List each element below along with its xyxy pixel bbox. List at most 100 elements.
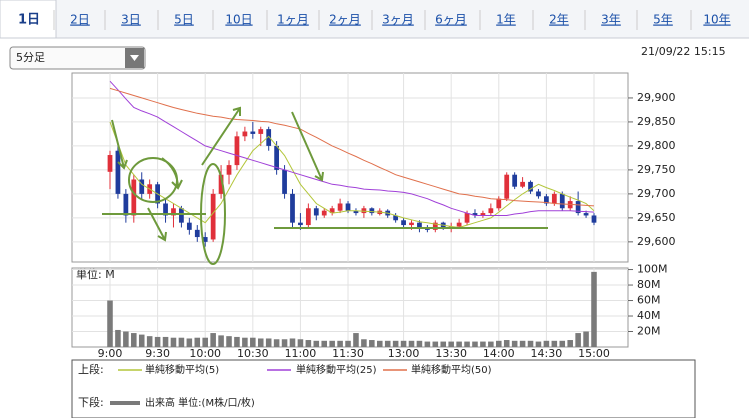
- y-tick-label: 20M: [637, 325, 661, 338]
- candle-body: [242, 131, 248, 137]
- candle-body: [298, 222, 303, 226]
- volume-panel: [71, 267, 629, 348]
- volume-bar: [154, 336, 161, 347]
- candle-body: [488, 208, 494, 214]
- tab[interactable]: 1ヶ月: [277, 13, 309, 27]
- candle-body: [202, 237, 208, 242]
- volume-bar: [289, 338, 296, 347]
- tab[interactable]: 1日: [18, 13, 40, 28]
- y-tick-label: 29,600: [637, 235, 676, 248]
- volume-bar: [210, 333, 216, 347]
- volume-bar: [321, 340, 328, 347]
- candle-body: [504, 174, 510, 199]
- tab[interactable]: 2日: [70, 13, 90, 27]
- tab[interactable]: 3年: [601, 13, 621, 27]
- volume-bar: [345, 340, 351, 347]
- volume-bar: [242, 337, 248, 347]
- volume-bar: [170, 337, 177, 347]
- volume-bar: [178, 337, 185, 347]
- volume-bar: [480, 341, 486, 347]
- candle-body: [369, 208, 375, 214]
- y-tick-label: 29,900: [637, 91, 676, 104]
- tab[interactable]: 3日: [121, 13, 141, 27]
- tab[interactable]: 3ヶ月: [382, 13, 414, 27]
- tab[interactable]: 10年: [703, 13, 730, 27]
- tab[interactable]: 1年: [496, 13, 516, 27]
- candle-body: [480, 213, 486, 216]
- dropdown-label[interactable]: 5分足: [16, 51, 45, 64]
- tab[interactable]: 2ヶ月: [329, 13, 361, 27]
- dropdown[interactable]: [9, 46, 146, 70]
- candle-body: [353, 210, 359, 214]
- candle-body: [417, 222, 422, 228]
- candle-body: [591, 215, 597, 223]
- x-tick-label: 9:30: [145, 347, 170, 360]
- volume-bar: [297, 339, 304, 347]
- tab[interactable]: 5年: [653, 13, 673, 27]
- volume-bar: [250, 337, 256, 347]
- x-tick-label: 15:00: [578, 347, 610, 360]
- candle-body: [250, 131, 256, 134]
- tab[interactable]: 6ヶ月: [435, 13, 467, 27]
- candle-body: [528, 181, 533, 192]
- candle-body: [337, 203, 343, 211]
- candle-body: [218, 174, 224, 194]
- x-tick-label: 11:00: [285, 347, 317, 360]
- x-tick-label: 14:30: [531, 347, 563, 360]
- volume-bar: [567, 340, 573, 347]
- volume-bar: [559, 340, 566, 347]
- candle-body: [512, 174, 518, 187]
- volume-bar: [162, 336, 169, 347]
- x-tick-label: 13:30: [435, 347, 467, 360]
- candle-body: [432, 222, 438, 230]
- annotation-arrow: [161, 157, 183, 190]
- ma-line: [109, 80, 595, 216]
- candle-body: [456, 222, 462, 227]
- volume-bar: [503, 340, 510, 347]
- candle-body: [345, 203, 351, 211]
- volume-bar: [202, 337, 208, 347]
- candle-body: [186, 222, 192, 230]
- candle-body: [544, 196, 549, 204]
- candle-body: [472, 213, 478, 216]
- candle-body: [163, 203, 168, 216]
- volume-bar: [511, 340, 518, 347]
- volume-bar: [543, 340, 550, 347]
- legend-label: 単純移動平均(5): [145, 363, 219, 376]
- selected-tab: [0, 0, 57, 39]
- volume-bar: [265, 338, 272, 347]
- volume-bar: [131, 333, 137, 347]
- volume-bar: [369, 340, 375, 347]
- annotation-arrow: [201, 106, 241, 166]
- y-tick-label: 29,750: [637, 163, 676, 176]
- x-tick-label: 10:30: [237, 347, 269, 360]
- volume-bar: [527, 340, 534, 347]
- volume-bar: [313, 340, 320, 347]
- volume-bar: [384, 340, 391, 347]
- candle-body: [282, 169, 287, 194]
- tab[interactable]: 10日: [225, 13, 252, 27]
- volume-bar: [186, 338, 193, 347]
- candle-body: [464, 213, 470, 223]
- y-tick-label: 60M: [637, 294, 661, 307]
- price-panel: [71, 72, 629, 263]
- volume-bar: [432, 341, 439, 347]
- volume-bar: [123, 331, 129, 347]
- volume-bar: [234, 336, 240, 347]
- annotation-arrow: [111, 119, 128, 170]
- volume-bar: [472, 341, 478, 347]
- legend: 単純移動平均(5) 単純移動平均(25) 単純移動平均(50) 出来高 単位:(M株/…: [110, 363, 492, 409]
- tab[interactable]: 5日: [174, 13, 194, 27]
- tab[interactable]: 2年: [549, 13, 569, 27]
- candle-body: [194, 229, 200, 238]
- volume-bar: [107, 300, 113, 347]
- dropdown-arrow: [130, 55, 139, 61]
- y-tick-label: 29,700: [637, 187, 676, 200]
- tabs: 1日 2日 3日 5日 10日 1ヶ月 2ヶ月 3ヶ月 6ヶ月 1年 2年 3年 5年 10年: [18, 10, 731, 30]
- candle-body: [361, 208, 367, 214]
- volume-bar: [448, 341, 454, 347]
- legend-label: 出来高 単位:(M株/口/枚): [145, 396, 255, 409]
- legend-label: 単純移動平均(50): [411, 363, 492, 376]
- legend-upper-label: 上段:: [78, 362, 104, 376]
